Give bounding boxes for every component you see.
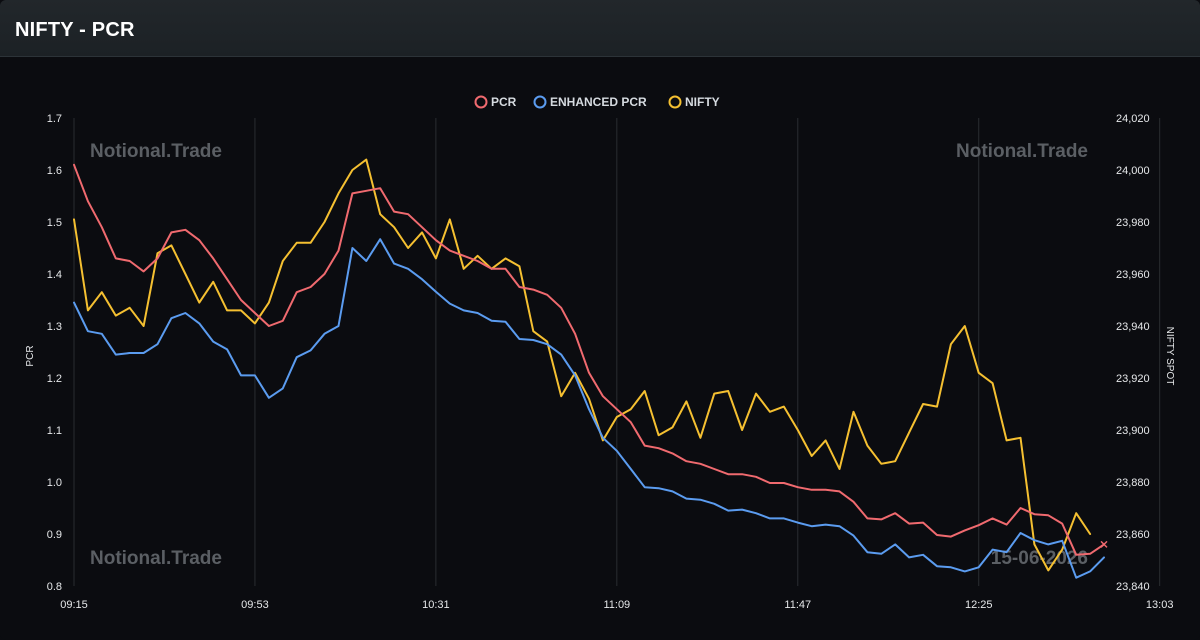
x-tick-label: 09:53 — [241, 599, 269, 611]
series-lines — [73, 158, 1108, 579]
series-line-nifty — [73, 158, 1092, 572]
legend-label: PCR — [491, 95, 517, 109]
watermark-date: 15-06-2026 — [991, 548, 1088, 569]
legend-marker — [474, 95, 488, 109]
x-tick-label: 12:25 — [965, 599, 993, 611]
y-left-tick-label: 1.0 — [47, 477, 62, 489]
pcr-last-point-marker — [1100, 540, 1108, 548]
y-right-tick-label: 23,840 — [1116, 581, 1150, 593]
watermarks: Notional.Trade Notional.Trade Notional.T… — [90, 141, 1088, 569]
y-right-tick-label: 23,900 — [1116, 425, 1150, 437]
y-axis-right: 23,840 23,860 23,880 23,900 23,920 23,940 23,9… — [1116, 113, 1150, 593]
legend-label: ENHANCED PCR — [550, 95, 647, 109]
y-left-tick-label: 1.7 — [47, 113, 62, 125]
page-title: NIFTY - PCR — [15, 19, 135, 41]
series-line-pcr — [73, 163, 1105, 556]
y-left-tick-label: 0.9 — [47, 529, 62, 541]
y-left-tick-label: 0.8 — [47, 581, 62, 593]
watermark-top-left: Notional.Trade — [90, 141, 222, 162]
y-left-tick-label: 1.5 — [47, 217, 62, 229]
y-left-tick-label: 1.3 — [47, 321, 62, 333]
series-line-enhanced-pcr — [73, 238, 1105, 579]
x-tick-label: 13:03 — [1146, 599, 1174, 611]
legend-label: NIFTY — [685, 95, 720, 109]
legend-marker — [668, 95, 682, 109]
watermark-bottom-left: Notional.Trade — [90, 548, 222, 569]
legend[interactable]: PCR ENHANCED PCR NIFTY — [474, 95, 720, 109]
y-right-tick-label: 23,960 — [1116, 269, 1150, 281]
y-left-tick-label: 1.4 — [47, 269, 62, 281]
x-tick-label: 11:47 — [784, 599, 811, 611]
y-right-tick-label: 23,880 — [1116, 477, 1150, 489]
y-left-tick-label: 1.1 — [47, 425, 62, 437]
y-right-tick-label: 24,000 — [1116, 165, 1150, 177]
x-tick-label: 09:15 — [60, 599, 88, 611]
y-right-tick-label: 23,920 — [1116, 373, 1150, 385]
legend-item-enhanced-pcr[interactable]: ENHANCED PCR — [533, 95, 648, 109]
panel-header: NIFTY - PCR — [0, 0, 1200, 57]
y-left-tick-label: 1.2 — [47, 373, 62, 385]
y-right-tick-label: 23,980 — [1116, 217, 1150, 229]
x-axis: 09:1509:5310:3111:0911:4712:2513:0313:41… — [60, 599, 1174, 611]
y-right-tick-label: 24,020 — [1116, 113, 1150, 125]
watermark-top-right: Notional.Trade — [956, 141, 1088, 162]
x-tick-label: 11:09 — [603, 599, 630, 611]
y-right-tick-label: 23,860 — [1116, 529, 1150, 541]
grid-lines — [73, 118, 1161, 586]
y-axis-left-title: PCR — [25, 345, 36, 366]
y-axis-right-title: NIFTY SPOT — [1164, 327, 1175, 386]
legend-item-pcr[interactable]: PCR — [474, 95, 517, 109]
x-tick-label: 10:31 — [422, 599, 450, 611]
legend-marker — [533, 95, 547, 109]
legend-item-nifty[interactable]: NIFTY — [668, 95, 720, 109]
y-axis-left: 0.8 0.9 1.0 1.1 1.2 1.3 1.4 1.5 1.6 1.7 — [47, 113, 62, 593]
y-right-tick-label: 23,940 — [1116, 321, 1150, 333]
y-left-tick-label: 1.6 — [47, 165, 62, 177]
